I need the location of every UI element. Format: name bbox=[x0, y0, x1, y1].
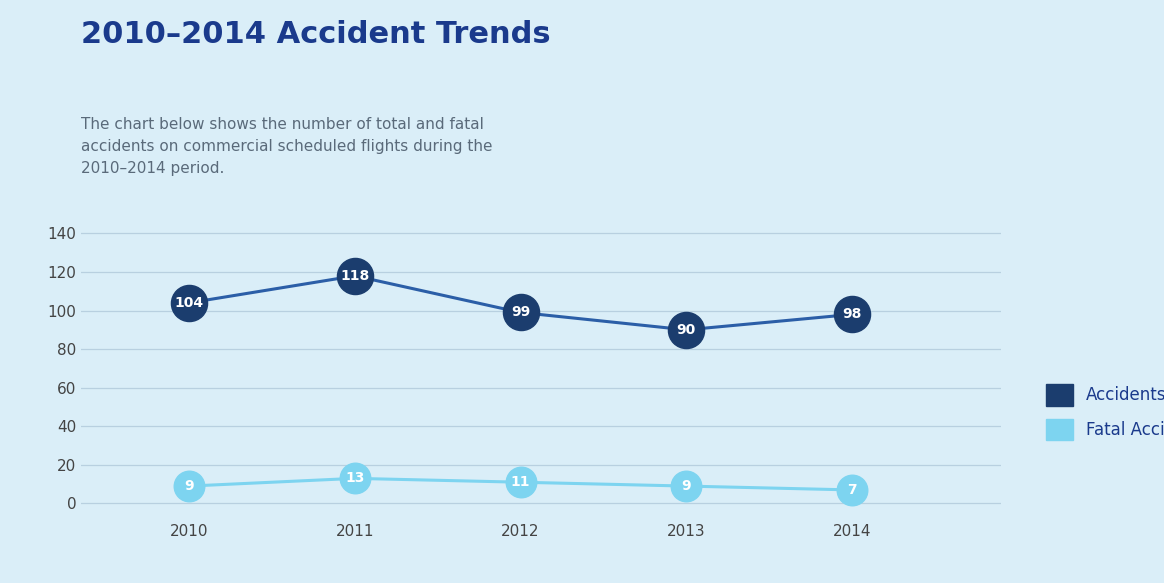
Text: 104: 104 bbox=[175, 296, 204, 310]
Text: 7: 7 bbox=[847, 483, 857, 497]
Text: 9: 9 bbox=[681, 479, 691, 493]
Text: 11: 11 bbox=[511, 475, 531, 489]
Text: 99: 99 bbox=[511, 305, 530, 319]
Text: The chart below shows the number of total and fatal
accidents on commercial sche: The chart below shows the number of tota… bbox=[81, 117, 494, 176]
Text: 98: 98 bbox=[843, 307, 861, 321]
Text: 13: 13 bbox=[346, 472, 364, 486]
Text: 90: 90 bbox=[676, 323, 696, 337]
Text: 2010–2014 Accident Trends: 2010–2014 Accident Trends bbox=[81, 20, 551, 50]
Legend: Accidents, Fatal Accidents: Accidents, Fatal Accidents bbox=[1046, 384, 1164, 440]
Text: 118: 118 bbox=[340, 269, 369, 283]
Text: 9: 9 bbox=[184, 479, 194, 493]
